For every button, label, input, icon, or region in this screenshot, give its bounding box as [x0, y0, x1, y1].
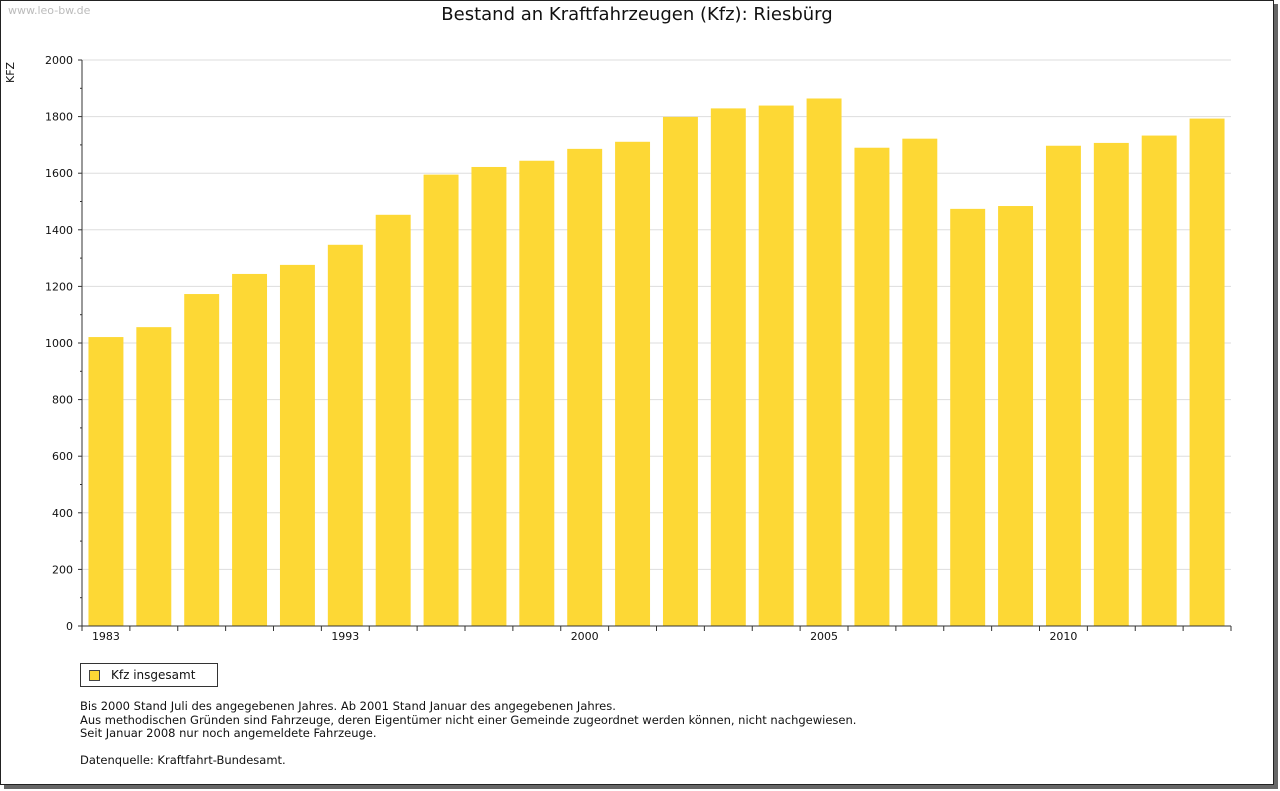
legend-swatch [89, 670, 100, 681]
bar-2005 [806, 98, 842, 627]
bar-2006 [854, 147, 890, 627]
y-tick-label: 0 [66, 620, 73, 633]
bar-2000 [567, 148, 603, 626]
y-tick-label: 1800 [45, 111, 73, 124]
x-tick-label: 1993 [331, 630, 359, 643]
data-source: Datenquelle: Kraftfahrt-Bundesamt. [80, 753, 286, 767]
bar-2003 [710, 108, 746, 626]
bar-2007 [902, 138, 938, 626]
footnotes: Bis 2000 Stand Juli des angegebenen Jahr… [80, 699, 857, 741]
bar-1995 [423, 174, 459, 627]
bar-1997 [519, 160, 555, 627]
bar-1987 [279, 264, 315, 626]
y-tick-label: 1200 [45, 280, 73, 293]
bars [88, 98, 1225, 627]
bar-2012 [1141, 135, 1177, 626]
bar-2013 [1189, 118, 1225, 627]
bar-1983 [88, 337, 124, 626]
bar-1996 [471, 166, 507, 626]
x-tick-label: 2010 [1049, 630, 1077, 643]
y-tick-label: 1400 [45, 224, 73, 237]
bar-1993 [327, 244, 363, 626]
y-tick-label: 1000 [45, 337, 73, 350]
bar-2002 [662, 116, 698, 627]
bar-1984 [136, 327, 172, 626]
bar-2004 [758, 105, 794, 627]
bar-2011 [1093, 142, 1129, 626]
bar-chart: 0 200 400 600 800 1000 1200 1400 1600 1800 2000 198… [45, 54, 1232, 643]
y-tick-label: 800 [52, 394, 73, 407]
bar-2008 [950, 208, 986, 626]
y-tick-label: 1600 [45, 167, 73, 180]
bar-1986 [232, 273, 268, 626]
x-tick-label: 2000 [571, 630, 599, 643]
y-tick-label: 2000 [45, 54, 73, 67]
bar-1985 [184, 294, 220, 626]
legend: Kfz insgesamt [80, 663, 218, 687]
bar-2010 [1045, 145, 1081, 626]
bar-2001 [615, 141, 651, 627]
x-tick-label: 2005 [810, 630, 838, 643]
x-tick-label: 1983 [92, 630, 120, 643]
footnote-line: Bis 2000 Stand Juli des angegebenen Jahr… [80, 699, 616, 713]
footnote-line: Aus methodischen Gründen sind Fahrzeuge,… [80, 712, 857, 727]
chart-title: Bestand an Kraftfahrzeugen (Kfz): Riesbü… [441, 4, 833, 25]
axes [78, 59, 1232, 631]
footnote-line: Seit Januar 2008 nur noch angemeldete Fa… [80, 726, 377, 740]
y-tick-label: 600 [52, 450, 73, 463]
legend-label: Kfz insgesamt [111, 668, 196, 682]
y-tick-label: 400 [52, 507, 73, 520]
bar-2009 [998, 206, 1034, 626]
y-tick-label: 200 [52, 563, 73, 576]
tick-labels: 0 200 400 600 800 1000 1200 1400 1600 1800 2000 198… [45, 54, 1077, 643]
watermark: www.leo-bw.de [8, 4, 91, 17]
grid-lines [82, 59, 1231, 570]
bar-1994 [375, 214, 411, 626]
